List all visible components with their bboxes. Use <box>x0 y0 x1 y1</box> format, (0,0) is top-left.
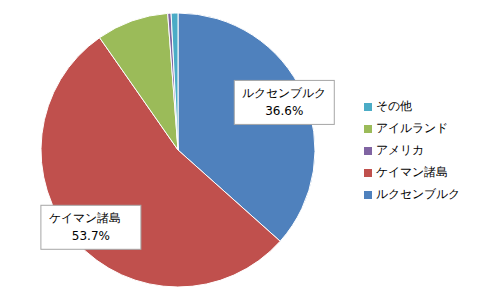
svg-text:ルクセンブルク: ルクセンブルク <box>242 86 326 100</box>
svg-text:36.6%: 36.6% <box>265 104 303 118</box>
html-text:アメリカ: アメリカ <box>376 143 424 157</box>
html-text:ケイマン諸島: ケイマン諸島 <box>376 165 448 179</box>
svg-text:53.7%: 53.7% <box>72 229 110 243</box>
html-text:アイルランド: アイルランド <box>376 121 448 135</box>
svg-text:ケイマン諸島: ケイマン諸島 <box>49 211 121 225</box>
html-text:ルクセンブルク: ルクセンブルク <box>376 187 460 201</box>
html-text:その他: その他 <box>376 99 412 113</box>
